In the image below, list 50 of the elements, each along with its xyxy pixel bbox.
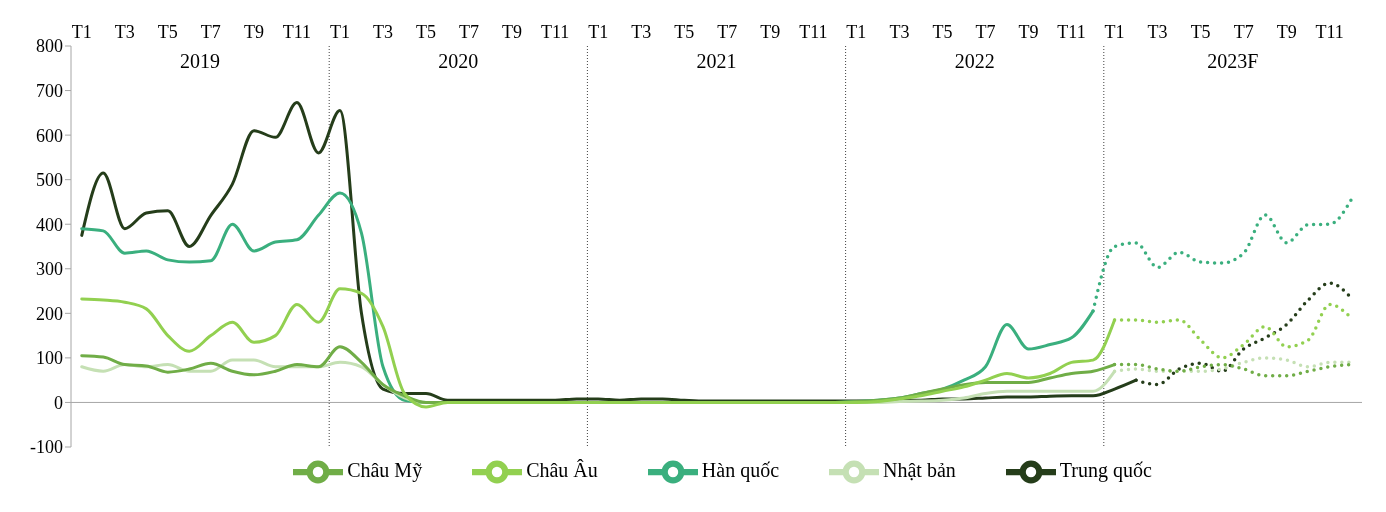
x-tick-label: T7 (1233, 22, 1254, 42)
x-tick-label: T7 (717, 22, 738, 42)
x-tick-label: T9 (502, 22, 523, 42)
x-tick-label: T7 (975, 22, 996, 42)
x-tick-label: T7 (200, 22, 221, 42)
x-tick-label: T11 (1315, 22, 1344, 42)
y-tick-label: 100 (36, 348, 63, 369)
annotation: 2021 (696, 50, 737, 73)
x-tick-label: T5 (416, 22, 437, 42)
x-tick-label: T9 (1276, 22, 1297, 42)
y-tick-label: 600 (36, 125, 63, 146)
annotation: 2020 (438, 50, 479, 73)
legend-label: Nhật bản (883, 458, 956, 481)
x-tick-label: T11 (799, 22, 828, 42)
x-tick-label: T11 (1057, 22, 1086, 42)
y-tick-label: 200 (36, 303, 63, 324)
x-tick-label: T11 (540, 22, 570, 42)
x-tick-label: T9 (1018, 22, 1039, 42)
y-tick-label: -100 (30, 437, 63, 458)
x-tick-label: T9 (243, 22, 264, 42)
x-tick-label: T5 (932, 22, 953, 42)
legend-label: Hàn quốc (701, 458, 780, 481)
x-tick-label: T1 (329, 22, 350, 42)
x-tick-label: T7 (459, 22, 480, 42)
y-tick-label: 300 (36, 259, 63, 280)
x-tick-label: T3 (631, 22, 652, 42)
x-tick-label: T1 (1104, 22, 1125, 42)
x-tick-label: T11 (282, 22, 312, 42)
x-tick-label: T5 (1190, 22, 1211, 42)
annotation: 2019 (180, 50, 221, 73)
x-tick-label: T1 (846, 22, 867, 42)
legend-label: Châu Âu (526, 458, 598, 481)
y-tick-label: 400 (36, 214, 63, 235)
x-tick-label: T3 (114, 22, 135, 42)
y-tick-label: 700 (36, 80, 63, 101)
x-tick-label: T9 (760, 22, 781, 42)
y-tick-label: 800 (36, 36, 63, 57)
annotation: 2022 (954, 50, 995, 73)
x-tick-label: T1 (71, 22, 92, 42)
y-tick-label: 500 (36, 170, 63, 191)
y-tick-label: 0 (54, 392, 63, 413)
x-tick-label: T5 (157, 22, 178, 42)
legend-label: Trung quốc (1059, 458, 1152, 481)
x-tick-label: T3 (372, 22, 393, 42)
x-tick-label: T3 (889, 22, 910, 42)
annotation: 2023F (1207, 50, 1259, 73)
x-tick-label: T1 (588, 22, 609, 42)
legend-label: Châu Mỹ (347, 458, 423, 481)
x-tick-label: T5 (674, 22, 695, 42)
x-tick-label: T3 (1147, 22, 1168, 42)
